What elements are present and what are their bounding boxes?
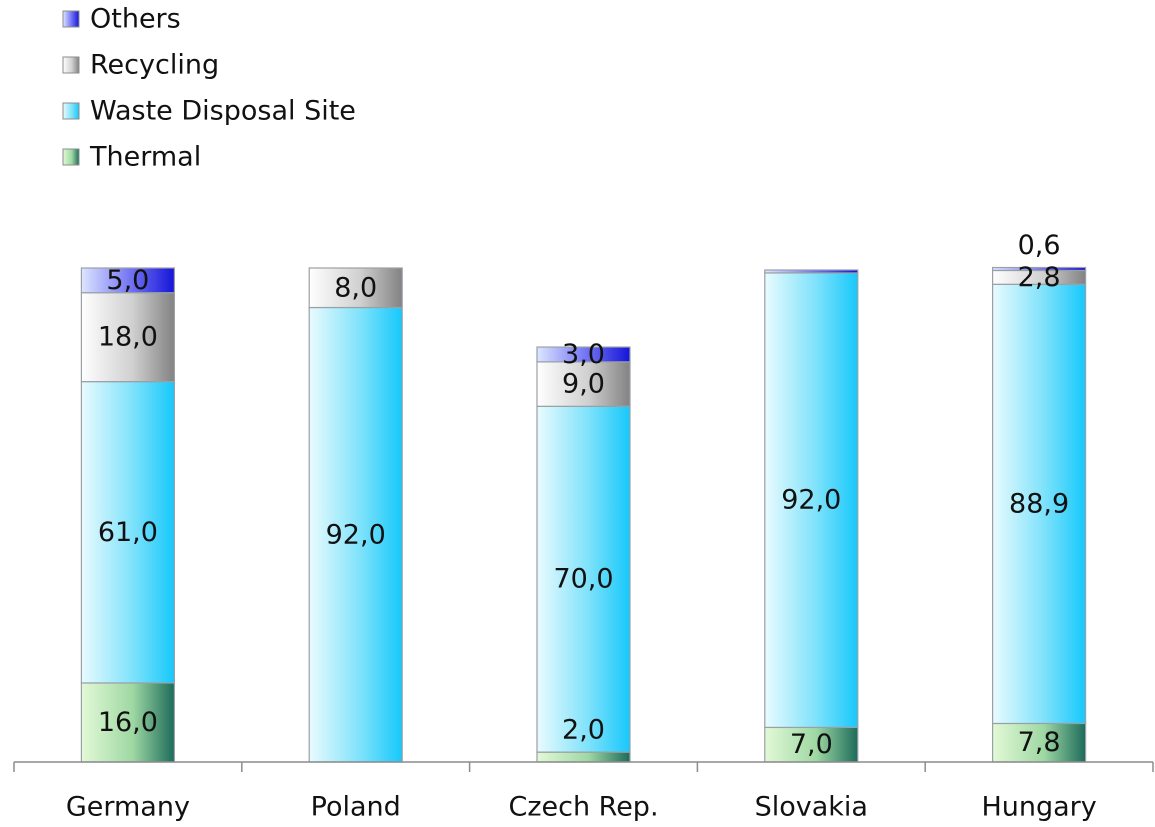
data-label-thermal: 16,0 <box>98 707 158 738</box>
legend-item-others: Others <box>62 4 181 35</box>
x-axis: Germany Poland Czech Rep. Slovakia Hungary <box>13 761 1154 823</box>
x-tick-label: Poland <box>311 792 401 823</box>
data-label-waste-disposal-site: 92,0 <box>326 519 386 550</box>
legend-label: Thermal <box>89 142 201 173</box>
data-label-thermal: 7,8 <box>1018 727 1061 758</box>
data-label-thermal: 2,0 <box>562 715 605 746</box>
bar-group-germany: 16,0 61,0 18,0 5,0 <box>80 265 176 763</box>
bar-segment-others <box>764 269 859 274</box>
bar-segment-waste-disposal-site <box>536 405 631 753</box>
chart-legend: Others Recycling Waste Disposal Site Therma… <box>62 4 356 173</box>
bar-segment-thermal <box>80 682 176 763</box>
x-tick-label: Germany <box>66 792 190 823</box>
legend-item-recycling: Recycling <box>62 50 219 81</box>
data-label-waste-disposal-site: 88,9 <box>1009 488 1069 519</box>
legend-swatch <box>62 102 80 120</box>
bar-group-hungary: 7,8 88,9 2,80,6 <box>991 230 1087 763</box>
bar-segment-others <box>991 266 1087 272</box>
bar-segment-thermal <box>536 751 631 763</box>
bar-segment-recycling <box>536 361 631 407</box>
legend-label: Waste Disposal Site <box>90 96 356 127</box>
legend-swatch <box>62 56 80 74</box>
bar-segment-waste-disposal-site <box>308 306 403 763</box>
data-label-others: 5,0 <box>106 265 149 296</box>
x-tick-label: Slovakia <box>755 792 868 823</box>
bar-segment-others <box>536 346 631 363</box>
bar-segment-waste-disposal-site <box>764 272 859 729</box>
data-label-recycling: 8,0 <box>334 272 377 303</box>
legend-item-waste-disposal-site: Waste Disposal Site <box>62 96 356 127</box>
legend-item-thermal: Thermal <box>62 142 201 173</box>
bar-segment-waste-disposal-site <box>80 381 176 684</box>
bar-segment-waste-disposal-site <box>991 283 1087 725</box>
data-label-waste-disposal-site: 92,0 <box>781 485 841 516</box>
bar-segment-others <box>80 267 176 294</box>
bar-group-poland: 92,0 8,0 <box>308 267 403 763</box>
legend-label: Recycling <box>90 50 219 81</box>
data-label-thermal: 7,0 <box>790 729 833 760</box>
data-label-recycling: 2,8 <box>1018 262 1061 293</box>
data-label-waste-disposal-site: 70,0 <box>553 564 613 595</box>
data-label-recycling: 9,0 <box>562 369 605 400</box>
bar-group-czech-rep: 2,0 70,0 9,03,0 <box>536 339 631 763</box>
legend-swatch <box>62 10 80 28</box>
legend-label: Others <box>90 4 181 35</box>
data-label-others: 3,0 <box>562 339 605 370</box>
bar-segment-recycling <box>308 267 403 309</box>
bar-area: 16,0 61,0 18,0 5,0 92,0 8,0 2,0 70,0 9,03,0 7,0 92… <box>80 230 1087 763</box>
data-label-waste-disposal-site: 61,0 <box>98 517 158 548</box>
data-label-recycling: 18,0 <box>98 322 158 353</box>
bar-group-slovakia: 7,0 92,0 <box>764 269 859 763</box>
data-label-others: 0,6 <box>1018 230 1061 261</box>
x-tick-label: Hungary <box>981 792 1096 823</box>
legend-swatch <box>62 148 80 166</box>
bar-segment-thermal <box>764 726 859 763</box>
x-tick-label: Czech Rep. <box>508 792 658 823</box>
